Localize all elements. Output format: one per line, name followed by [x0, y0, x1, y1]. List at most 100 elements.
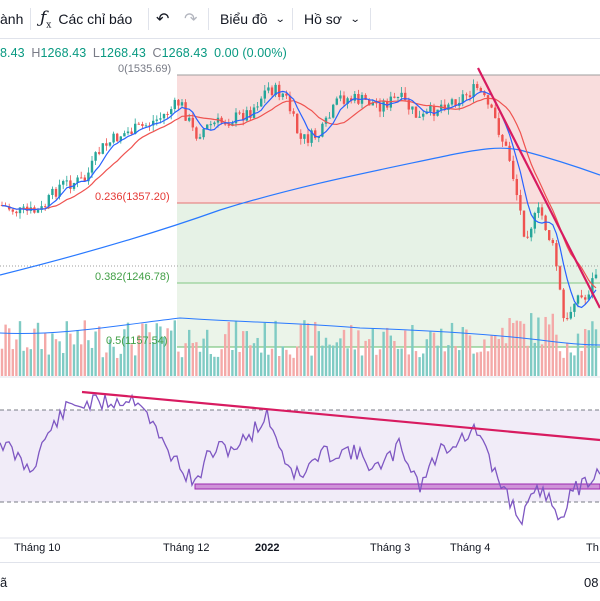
candle-body [411, 106, 414, 110]
volume-bar [378, 349, 382, 376]
partial-menu-item[interactable]: ành [0, 0, 23, 38]
candle-body [508, 145, 511, 161]
candle-body [594, 274, 598, 279]
candle-body [422, 113, 425, 117]
candle-body [267, 87, 270, 91]
volume-bar [152, 342, 155, 376]
volume-bar [65, 321, 68, 376]
candle-body [407, 100, 410, 110]
volume-bar [425, 339, 428, 376]
change-value: 0.00 (0.00%) [214, 46, 287, 60]
redo-button[interactable]: ↷ [184, 0, 197, 38]
volume-bar [558, 351, 562, 376]
candle-body [40, 206, 43, 210]
candle-body [364, 94, 367, 100]
candle-body [292, 111, 295, 114]
candle-body [166, 113, 169, 115]
candle-body [188, 117, 191, 121]
candle-body [224, 122, 227, 125]
volume-bar [483, 339, 486, 376]
volume-bar [260, 352, 263, 376]
volume-bar [317, 331, 320, 376]
candle-body [54, 188, 58, 197]
chevron-down-icon: ⌄ [275, 13, 287, 25]
volume-bar [418, 357, 421, 376]
volume-bar [166, 328, 169, 376]
toolbar-divider [30, 8, 31, 30]
time-label: Tháng 4 [450, 542, 491, 554]
candle-body [328, 117, 331, 119]
volume-bar [544, 316, 547, 376]
candle-body [558, 266, 562, 290]
volume-bar [119, 353, 122, 376]
candle-body [87, 172, 90, 182]
undo-icon: ↶ [156, 11, 170, 28]
undo-button[interactable]: ↶ [156, 0, 169, 38]
time-label-year: 2022 [255, 542, 280, 554]
volume-bar [72, 344, 76, 376]
volume-bar [58, 341, 61, 376]
candle-body [270, 87, 274, 96]
volume-bar [573, 355, 576, 376]
candle-body [44, 206, 47, 208]
price-trendline[interactable] [477, 67, 600, 309]
candle-body [108, 142, 112, 146]
candle-body [591, 278, 594, 295]
volume-bar [8, 328, 11, 376]
volume-bar [339, 338, 342, 376]
volume-bar [576, 333, 580, 376]
candle-body [396, 97, 400, 99]
candle-body [299, 133, 302, 139]
footer-left-partial[interactable]: ã [0, 575, 8, 590]
volume-bar [195, 342, 198, 376]
high-value: 1268.43 [40, 46, 87, 60]
volume-bar [519, 321, 522, 376]
candle-body [288, 95, 292, 112]
volume-bar [141, 323, 144, 376]
volume-bar [382, 331, 385, 376]
candle-body [11, 209, 14, 212]
fib-zone-236-382 [177, 203, 600, 283]
volume-bar [591, 321, 594, 376]
candle-body [80, 177, 83, 179]
candle-body [447, 104, 450, 110]
fib-label-382: 0.382(1246.78) [95, 271, 170, 283]
volume-bar [375, 354, 378, 376]
candle-body [321, 123, 324, 137]
volume-bar [278, 356, 281, 376]
volume-bar [180, 357, 184, 376]
candle-body [62, 181, 65, 185]
candle-body [454, 99, 457, 106]
candle-body [112, 133, 115, 143]
volume-bar [162, 336, 166, 376]
volume-bar [87, 340, 90, 376]
volume-bar [18, 321, 22, 376]
candle-body [562, 289, 565, 319]
rsi-support-box[interactable] [194, 483, 600, 490]
candle-body [252, 107, 256, 118]
volume-bar [29, 349, 32, 376]
volume-bar [227, 322, 230, 376]
indicators-button[interactable]: ƒx Các chỉ báo [40, 0, 132, 38]
candle-body [173, 99, 176, 110]
candle-body [170, 109, 173, 115]
chart-type-button[interactable]: Biểu đồ ⌄ [220, 0, 287, 38]
profile-button[interactable]: Hồ sơ ⌄ [304, 0, 361, 38]
volume-bar [350, 325, 353, 376]
candle-body [371, 102, 374, 106]
candle-body [569, 311, 572, 319]
volume-bar [245, 331, 248, 376]
volume-bar [411, 324, 414, 376]
volume-bar [335, 342, 338, 376]
volume-bar [44, 333, 47, 376]
volume-bar [580, 350, 583, 376]
volume-bar [47, 354, 50, 376]
volume-bar [562, 357, 565, 376]
volume-bar [209, 354, 212, 376]
rsi-trendline[interactable] [81, 390, 600, 442]
volume-bar [94, 331, 97, 376]
candle-body [353, 93, 356, 101]
candle-body [468, 95, 472, 98]
volume-bar [551, 313, 554, 376]
